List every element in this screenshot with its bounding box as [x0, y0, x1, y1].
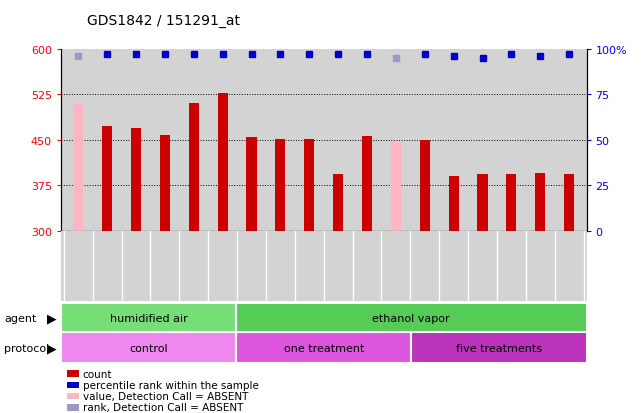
Bar: [236, 304, 587, 332]
Bar: [61, 304, 236, 332]
Bar: [304, 139, 314, 231]
Bar: [236, 332, 412, 363]
Text: ▶: ▶: [47, 311, 56, 325]
Text: one treatment: one treatment: [283, 343, 364, 353]
Text: control: control: [129, 343, 168, 353]
Text: protocol: protocol: [4, 343, 50, 353]
Bar: [478, 175, 488, 231]
Text: ▶: ▶: [47, 342, 56, 354]
Bar: [102, 126, 112, 231]
Text: value, Detection Call = ABSENT: value, Detection Call = ABSENT: [83, 391, 248, 401]
Text: percentile rank within the sample: percentile rank within the sample: [83, 380, 258, 390]
Text: five treatments: five treatments: [456, 343, 542, 353]
Bar: [73, 104, 83, 231]
Bar: [362, 137, 372, 231]
Bar: [506, 175, 517, 231]
Bar: [564, 175, 574, 231]
Text: rank, Detection Call = ABSENT: rank, Detection Call = ABSENT: [83, 402, 243, 412]
Text: agent: agent: [4, 313, 37, 323]
Bar: [391, 143, 401, 231]
Bar: [412, 332, 587, 363]
Bar: [131, 128, 141, 231]
Bar: [420, 140, 430, 231]
Bar: [188, 104, 199, 231]
Text: humidified air: humidified air: [110, 313, 187, 323]
Text: count: count: [83, 369, 112, 379]
Bar: [535, 174, 545, 231]
Bar: [276, 139, 285, 231]
Bar: [449, 177, 459, 231]
Text: ethanol vapor: ethanol vapor: [372, 313, 450, 323]
Bar: [333, 175, 343, 231]
Bar: [217, 94, 228, 231]
Text: GDS1842 / 151291_at: GDS1842 / 151291_at: [87, 14, 240, 28]
Bar: [61, 332, 236, 363]
Bar: [160, 135, 170, 231]
Bar: [246, 138, 256, 231]
